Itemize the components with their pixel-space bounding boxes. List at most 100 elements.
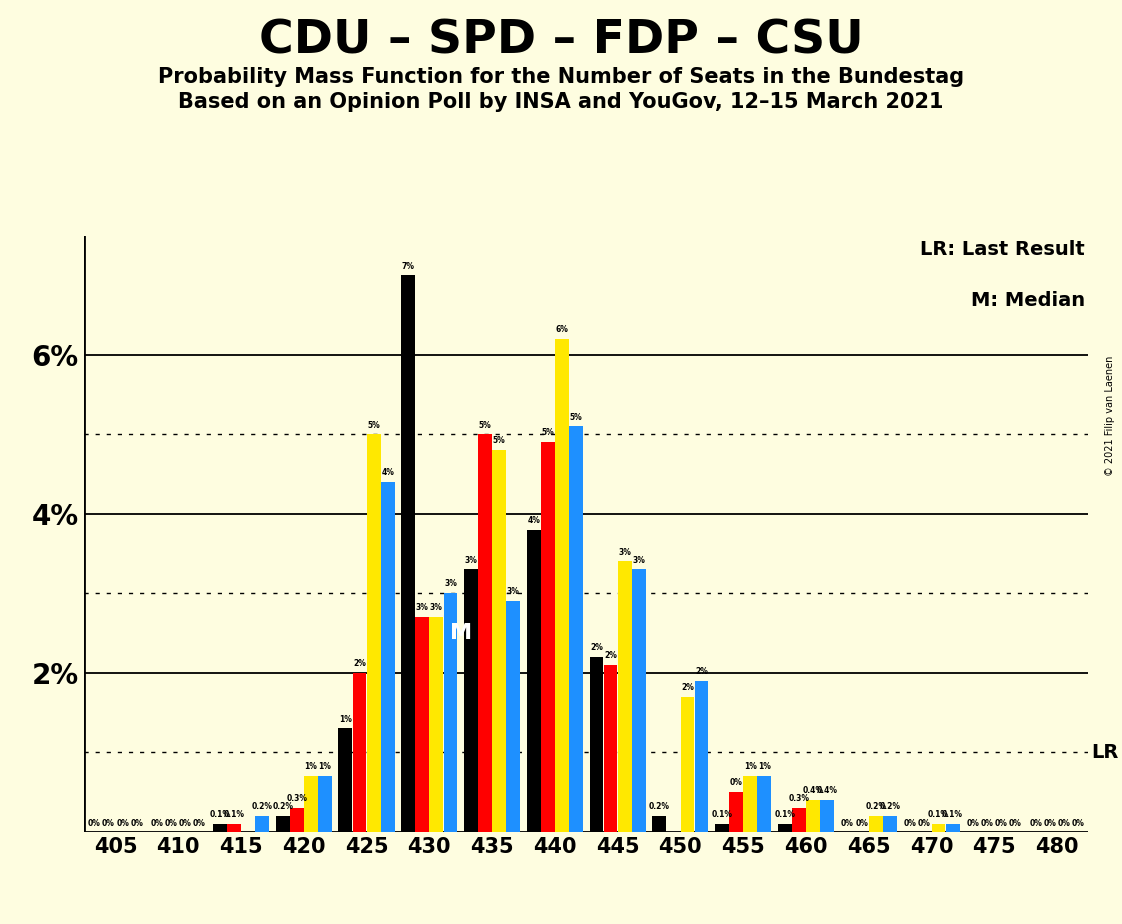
Text: 0.1%: 0.1%: [223, 809, 245, 819]
Bar: [367, 434, 380, 832]
Text: 0.1%: 0.1%: [928, 809, 949, 819]
Text: 5%: 5%: [542, 429, 554, 437]
Text: 4%: 4%: [527, 516, 540, 525]
Text: 0%: 0%: [918, 819, 931, 828]
Text: 0%: 0%: [1029, 819, 1042, 828]
Text: 3%: 3%: [430, 603, 443, 613]
Text: 5%: 5%: [493, 436, 506, 445]
Text: 2%: 2%: [696, 667, 708, 675]
Bar: [443, 593, 458, 832]
Text: 0.4%: 0.4%: [817, 786, 838, 795]
Bar: [729, 792, 743, 832]
Text: 0.2%: 0.2%: [880, 802, 900, 811]
Text: CDU – SPD – FDP – CSU: CDU – SPD – FDP – CSU: [259, 18, 863, 64]
Bar: [465, 569, 478, 832]
Text: 0%: 0%: [193, 819, 206, 828]
Text: 1%: 1%: [304, 762, 318, 772]
Bar: [256, 816, 269, 832]
Text: 0.2%: 0.2%: [865, 802, 886, 811]
Text: © 2021 Filip van Laenen: © 2021 Filip van Laenen: [1105, 356, 1115, 476]
Bar: [304, 776, 318, 832]
Text: 2%: 2%: [590, 643, 603, 652]
Text: 0%: 0%: [842, 819, 854, 828]
Text: 0%: 0%: [88, 819, 101, 828]
Bar: [931, 823, 946, 832]
Bar: [339, 728, 352, 832]
Bar: [806, 800, 820, 832]
Text: 0%: 0%: [1043, 819, 1056, 828]
Text: 7%: 7%: [402, 261, 415, 271]
Text: 0.1%: 0.1%: [774, 809, 795, 819]
Text: 3%: 3%: [507, 588, 519, 596]
Text: 1%: 1%: [319, 762, 331, 772]
Bar: [289, 808, 304, 832]
Text: 0%: 0%: [130, 819, 144, 828]
Text: 0%: 0%: [904, 819, 917, 828]
Bar: [415, 617, 430, 832]
Bar: [541, 443, 554, 832]
Bar: [380, 482, 395, 832]
Text: 0%: 0%: [1072, 819, 1085, 828]
Text: 0.4%: 0.4%: [802, 786, 824, 795]
Text: 0%: 0%: [1009, 819, 1022, 828]
Bar: [478, 434, 491, 832]
Text: M: M: [450, 623, 471, 643]
Text: 0.2%: 0.2%: [273, 802, 293, 811]
Bar: [526, 529, 541, 832]
Text: 4%: 4%: [381, 468, 394, 477]
Text: 0.2%: 0.2%: [251, 802, 273, 811]
Text: 5%: 5%: [479, 420, 491, 430]
Text: LR: LR: [1092, 743, 1119, 761]
Text: 5%: 5%: [570, 412, 582, 421]
Text: 1%: 1%: [757, 762, 771, 772]
Text: M: Median: M: Median: [971, 291, 1085, 310]
Text: 1%: 1%: [339, 714, 352, 723]
Bar: [493, 450, 506, 832]
Text: 2%: 2%: [604, 650, 617, 660]
Bar: [792, 808, 806, 832]
Text: LR: Last Result: LR: Last Result: [920, 239, 1085, 259]
Bar: [555, 339, 569, 832]
Text: 0.2%: 0.2%: [649, 802, 670, 811]
Text: 1%: 1%: [744, 762, 756, 772]
Bar: [276, 816, 289, 832]
Text: 0%: 0%: [102, 819, 114, 828]
Text: 0%: 0%: [855, 819, 868, 828]
Bar: [318, 776, 332, 832]
Bar: [743, 776, 757, 832]
Text: 0.3%: 0.3%: [789, 794, 809, 803]
Bar: [430, 617, 443, 832]
Bar: [589, 657, 604, 832]
Bar: [227, 823, 241, 832]
Bar: [569, 426, 583, 832]
Text: 0.1%: 0.1%: [711, 809, 733, 819]
Bar: [695, 681, 708, 832]
Bar: [618, 562, 632, 832]
Text: 5%: 5%: [367, 420, 380, 430]
Text: 0.3%: 0.3%: [286, 794, 307, 803]
Bar: [652, 816, 666, 832]
Bar: [820, 800, 834, 832]
Text: 0%: 0%: [178, 819, 192, 828]
Bar: [715, 823, 729, 832]
Text: 3%: 3%: [465, 555, 477, 565]
Bar: [883, 816, 896, 832]
Text: 0%: 0%: [966, 819, 980, 828]
Bar: [402, 275, 415, 832]
Text: 2%: 2%: [353, 659, 366, 668]
Text: 0%: 0%: [150, 819, 164, 828]
Text: 3%: 3%: [416, 603, 429, 613]
Text: 0%: 0%: [165, 819, 177, 828]
Bar: [352, 673, 367, 832]
Text: Based on an Opinion Poll by INSA and YouGov, 12–15 March 2021: Based on an Opinion Poll by INSA and You…: [178, 92, 944, 113]
Bar: [213, 823, 227, 832]
Text: 0%: 0%: [1058, 819, 1070, 828]
Text: Probability Mass Function for the Number of Seats in the Bundestag: Probability Mass Function for the Number…: [158, 67, 964, 87]
Bar: [604, 664, 617, 832]
Bar: [681, 697, 695, 832]
Bar: [757, 776, 771, 832]
Bar: [868, 816, 883, 832]
Bar: [946, 823, 959, 832]
Text: 0%: 0%: [117, 819, 129, 828]
Text: 3%: 3%: [633, 555, 645, 565]
